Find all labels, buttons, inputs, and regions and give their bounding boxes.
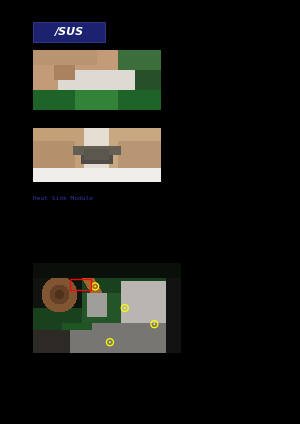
Bar	[70, 279, 91, 290]
Text: /SUS: /SUS	[54, 27, 84, 37]
Circle shape	[109, 341, 111, 343]
Circle shape	[124, 307, 126, 309]
Bar	[33, 22, 105, 42]
Circle shape	[94, 285, 96, 287]
Circle shape	[153, 323, 155, 325]
Text: Heat Sink Module: Heat Sink Module	[33, 196, 93, 201]
